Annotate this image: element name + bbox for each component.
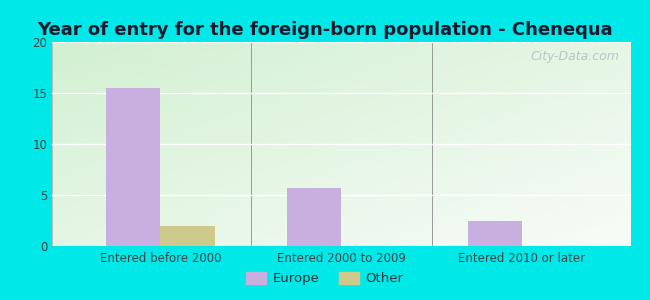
Text: Year of entry for the foreign-born population - Chenequa: Year of entry for the foreign-born popul… bbox=[37, 21, 613, 39]
Text: City-Data.com: City-Data.com bbox=[530, 50, 619, 63]
Bar bbox=[161, 226, 215, 246]
Legend: Europe, Other: Europe, Other bbox=[241, 266, 409, 290]
Bar bbox=[106, 88, 161, 246]
Bar bbox=[287, 188, 341, 246]
Bar bbox=[468, 220, 522, 246]
